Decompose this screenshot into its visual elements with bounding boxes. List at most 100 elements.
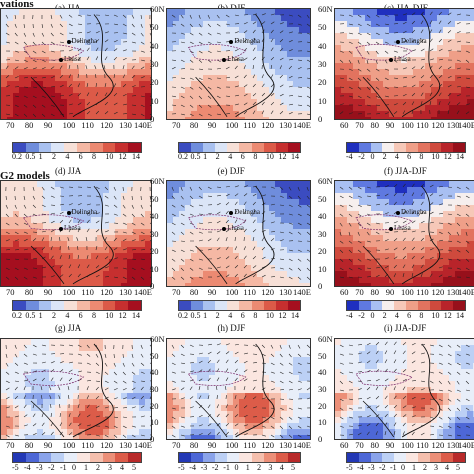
field-cell — [287, 117, 294, 119]
field-cell — [215, 375, 222, 382]
wind-vector — [384, 59, 388, 64]
coastline — [401, 14, 440, 118]
wind-vector — [288, 58, 293, 61]
field-cell — [251, 271, 258, 278]
field-cell — [425, 259, 432, 266]
field-cell — [401, 223, 408, 230]
field-cell — [389, 81, 396, 88]
wind-vector — [339, 111, 344, 115]
field-cell — [413, 283, 420, 286]
field-cell — [49, 33, 56, 40]
field-cell — [167, 265, 174, 272]
field-cell — [401, 187, 408, 194]
wind-vector — [104, 266, 109, 269]
field-cell — [215, 369, 222, 376]
field-cell — [73, 117, 80, 119]
field-cell — [221, 369, 228, 376]
field-cell — [25, 181, 32, 188]
wind-vector — [357, 231, 360, 236]
field-cell — [419, 9, 426, 16]
field-cell — [139, 429, 146, 436]
field-cell — [299, 235, 306, 242]
field-cell — [257, 81, 264, 88]
field-cell — [377, 265, 384, 272]
field-cell — [85, 27, 92, 34]
field-cell — [437, 193, 444, 200]
field-cell — [275, 15, 282, 22]
field-cell — [365, 87, 372, 94]
wind-vector — [50, 212, 55, 215]
field-cell — [13, 277, 20, 284]
wind-vector — [375, 194, 380, 197]
field-cell — [85, 253, 92, 260]
field-cell — [19, 211, 26, 218]
field-cell — [353, 57, 360, 64]
field-cell — [293, 259, 300, 266]
field-cell — [203, 33, 210, 40]
field-cell — [227, 199, 234, 206]
field-cell — [371, 15, 378, 22]
field-cell — [395, 259, 402, 266]
field-cell — [233, 33, 240, 40]
colorbar-label: 0 — [370, 152, 375, 161]
field-cell — [377, 241, 384, 248]
field-cell — [287, 33, 294, 40]
field-cell — [7, 27, 14, 34]
field-cell — [37, 357, 44, 364]
field-cell — [1, 247, 8, 254]
field-cell — [239, 69, 246, 76]
field-cell — [209, 33, 216, 40]
wind-vector — [171, 213, 176, 217]
wind-vector — [86, 56, 90, 61]
field-cell — [121, 423, 128, 430]
field-cell — [73, 277, 80, 284]
field-cell — [347, 15, 354, 22]
field-cell — [133, 241, 140, 248]
wind-vector — [104, 434, 109, 438]
field-cell — [85, 247, 92, 254]
field-cell — [191, 351, 198, 358]
field-cell — [43, 259, 50, 266]
wind-vector — [348, 14, 353, 17]
wind-vector — [86, 203, 91, 206]
field-cell — [73, 369, 80, 376]
field-cell — [263, 223, 270, 230]
wind-vector — [32, 41, 36, 46]
field-cell — [91, 217, 98, 224]
field-cell — [449, 211, 456, 218]
field-cell — [371, 199, 378, 206]
field-cell — [365, 259, 372, 266]
wind-vector — [149, 386, 151, 391]
field-cell — [127, 399, 134, 406]
field-cell — [461, 241, 468, 248]
field-cell — [167, 75, 174, 82]
wind-vector — [49, 395, 52, 400]
wind-vector — [252, 38, 256, 43]
field-cell — [425, 265, 432, 272]
field-cell — [31, 63, 38, 70]
field-cell — [425, 235, 432, 242]
field-cell — [43, 205, 50, 212]
field-cell — [67, 27, 74, 34]
wind-vector — [189, 41, 194, 44]
field-cell — [299, 351, 306, 358]
wind-vector — [216, 266, 221, 269]
colorbar-swatch — [405, 143, 418, 152]
field-cell — [145, 193, 151, 200]
colorbar-swatch — [51, 453, 65, 462]
wind-vector — [243, 84, 248, 88]
field-cell — [19, 271, 26, 278]
field-cell — [91, 435, 98, 439]
field-cell — [335, 45, 342, 52]
field-cell — [215, 99, 222, 106]
field-cell — [185, 247, 192, 254]
field-cell — [275, 51, 282, 58]
wind-vector — [438, 65, 442, 70]
wind-vector — [131, 239, 136, 242]
x-tick-label: 100 — [225, 120, 239, 130]
field-cell — [257, 241, 264, 248]
wind-vector — [113, 397, 118, 400]
wind-vector — [393, 77, 399, 79]
field-cell — [383, 223, 390, 230]
wind-vector — [420, 38, 424, 43]
